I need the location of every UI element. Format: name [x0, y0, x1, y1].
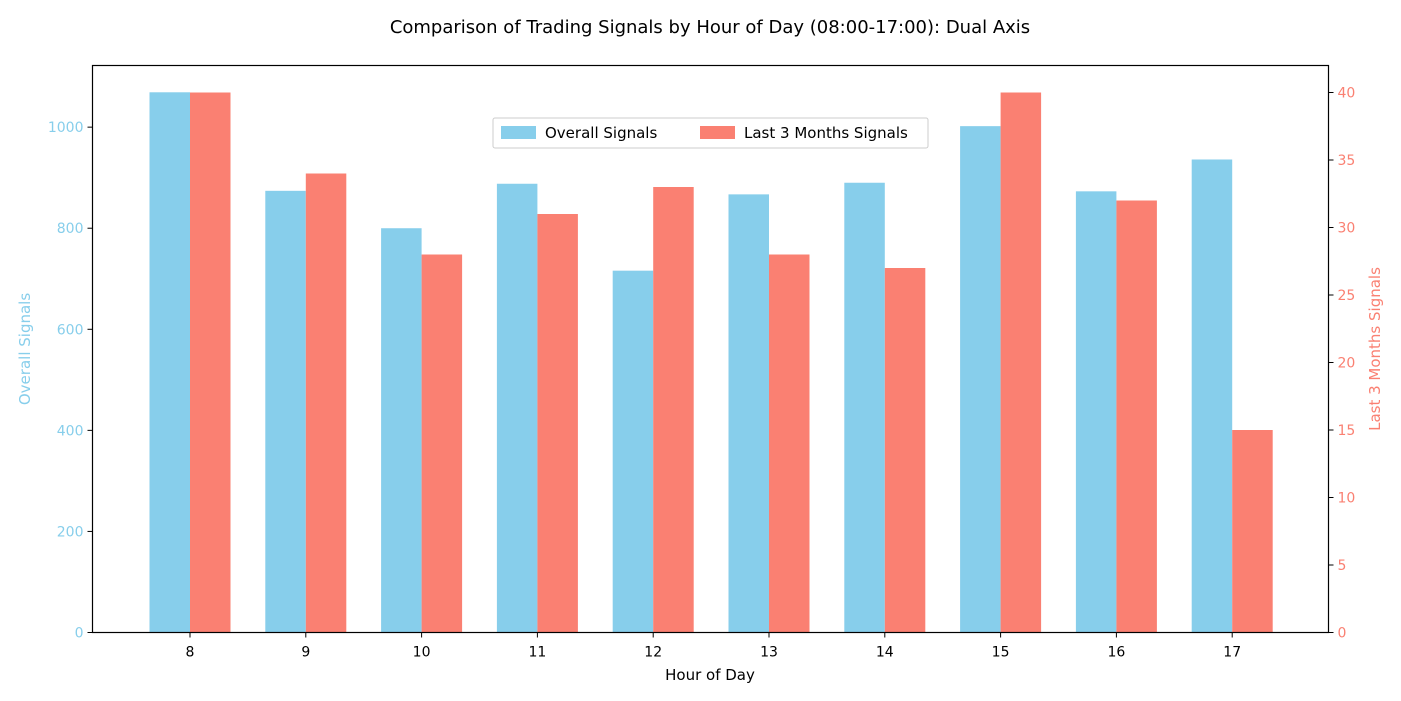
- x-tick-label: 13: [760, 645, 778, 661]
- right-y-tick-label: 25: [1338, 288, 1356, 304]
- bar-last-3-months-15: [1000, 92, 1042, 633]
- bar-last-3-months-17: [1232, 430, 1273, 633]
- legend-swatch-last-3-months: [700, 126, 735, 139]
- bar-last-3-months-16: [1116, 200, 1157, 633]
- bar-last-3-months-13: [769, 254, 810, 633]
- x-tick-label: 15: [992, 645, 1010, 661]
- x-axis: 8 9 10 11 12 13 14 15 16 17: [186, 632, 1241, 661]
- left-y-tick-label: 0: [75, 626, 84, 642]
- x-tick-label: 17: [1223, 645, 1241, 661]
- x-tick-label: 10: [413, 645, 431, 661]
- bar-overall-11: [496, 183, 538, 633]
- bar-overall-16: [1075, 191, 1117, 633]
- bar-last-3-months-10: [421, 254, 463, 633]
- right-y-tick-label: 30: [1338, 221, 1356, 237]
- plot-frame: [91, 64, 1330, 634]
- bar-last-3-months-9: [305, 173, 347, 633]
- bar-last-3-months-14: [884, 268, 926, 633]
- left-y-tick-label: 600: [57, 322, 84, 338]
- right-y-tick-label: 40: [1338, 86, 1356, 102]
- bar-last-3-months-11: [537, 214, 578, 633]
- x-tick-label: 9: [301, 645, 310, 661]
- right-y-tick-label: 5: [1338, 558, 1347, 574]
- legend-swatch-overall: [501, 126, 536, 139]
- bar-overall-12: [612, 270, 654, 633]
- left-y-axis: 0 200 400 600 800 1000: [48, 120, 93, 642]
- bars-layer: [149, 92, 1273, 633]
- bar-overall-15: [960, 126, 1001, 633]
- left-y-tick-label: 800: [57, 221, 84, 237]
- right-y-tick-label: 35: [1338, 153, 1356, 169]
- bar-overall-13: [728, 194, 769, 633]
- bar-overall-10: [381, 228, 422, 633]
- right-y-axis: 0 5 10 15 20 25 30 35 40: [1328, 86, 1356, 642]
- right-y-tick-label: 15: [1338, 423, 1356, 439]
- right-y-axis-label: Last 3 Months Signals: [1366, 267, 1384, 431]
- legend-label-last-3-months: Last 3 Months Signals: [744, 124, 908, 142]
- bar-overall-17: [1191, 159, 1233, 633]
- left-y-tick-label: 400: [57, 423, 84, 439]
- right-y-tick-label: 0: [1338, 626, 1347, 642]
- x-tick-label: 8: [186, 645, 195, 661]
- left-y-tick-label: 1000: [48, 120, 84, 136]
- left-y-axis-label: Overall Signals: [16, 293, 34, 405]
- legend-label-overall: Overall Signals: [545, 124, 657, 142]
- bar-last-3-months-8: [190, 92, 231, 633]
- chart-title: Comparison of Trading Signals by Hour of…: [390, 17, 1030, 38]
- bar-overall-9: [265, 190, 306, 633]
- legend: Overall Signals Last 3 Months Signals: [492, 117, 929, 149]
- left-y-tick-label: 200: [57, 524, 84, 540]
- x-axis-label: Hour of Day: [665, 666, 755, 684]
- x-tick-label: 16: [1107, 645, 1125, 661]
- x-tick-label: 14: [876, 645, 894, 661]
- right-y-tick-label: 20: [1338, 356, 1356, 372]
- bar-overall-14: [844, 182, 885, 633]
- bar-overall-8: [149, 92, 190, 633]
- bar-last-3-months-12: [653, 187, 694, 633]
- right-y-tick-label: 10: [1338, 491, 1356, 507]
- x-tick-label: 11: [528, 645, 546, 661]
- x-tick-label: 12: [644, 645, 662, 661]
